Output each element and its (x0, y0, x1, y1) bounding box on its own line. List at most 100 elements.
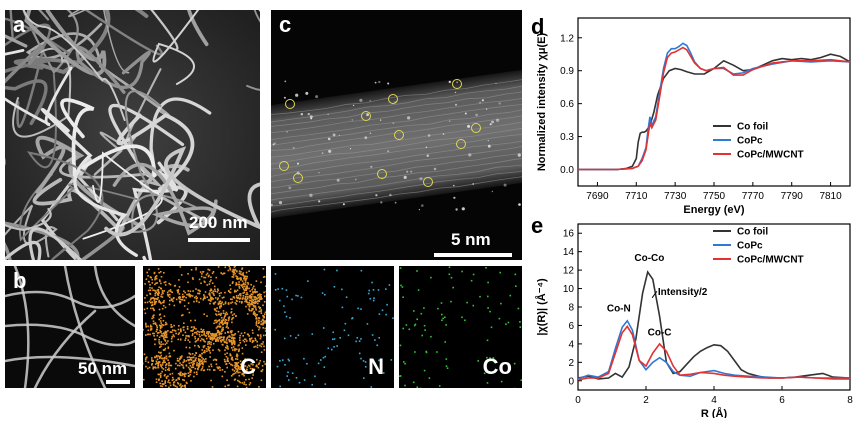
single-atom-spot (369, 99, 371, 102)
eds-dot (147, 367, 149, 370)
eds-dot (155, 378, 158, 381)
eds-dot (324, 293, 326, 296)
eds-dot (144, 283, 146, 285)
eds-dot (239, 297, 242, 299)
eds-dot (505, 323, 507, 325)
eds-dot (255, 301, 258, 304)
eds-dot (178, 279, 180, 281)
eds-dot (255, 339, 257, 341)
eds-dot (262, 321, 265, 324)
eds-dot (487, 307, 489, 309)
single-atom-spot (342, 203, 345, 206)
eds-dot (167, 375, 169, 377)
eds-dot (188, 375, 190, 377)
eds-dot (235, 315, 237, 317)
eds-dot (148, 366, 151, 369)
single-atom-spot (487, 144, 491, 148)
eds-dot (183, 379, 185, 382)
eds-dot (158, 336, 161, 339)
eds-dot (252, 305, 255, 307)
eds-dot (182, 378, 184, 381)
sem-fiber (22, 10, 126, 122)
legend-label: CoPc/MWCNT (737, 150, 804, 161)
eds-dot (255, 309, 257, 311)
eds-dot (154, 290, 157, 292)
eds-dot (183, 322, 185, 324)
eds-dot (188, 341, 191, 343)
eds-dot (208, 335, 210, 338)
eds-dot (245, 338, 247, 341)
eds-dot (251, 329, 254, 332)
tube-lattice-line (271, 154, 522, 198)
single-atom-spot (406, 170, 409, 173)
eds-dot (217, 288, 219, 290)
eds-dot (228, 335, 231, 337)
eds-dot (228, 318, 230, 320)
eds-dot (165, 366, 167, 369)
single-atom-spot (495, 82, 497, 84)
haadf-fiber (5, 290, 135, 309)
eds-dot (200, 331, 202, 333)
eds-dot (385, 288, 387, 290)
eds-dot (470, 279, 473, 282)
eds-dot (183, 384, 186, 387)
eds-dot (224, 291, 226, 294)
legend-label: Co foil (737, 227, 768, 238)
eds-dot (450, 276, 453, 279)
eds-dot (146, 301, 149, 304)
eds-dot (230, 311, 233, 313)
eds-dot (207, 346, 209, 348)
single-atom-spot (453, 184, 455, 187)
legend-label: CoPc (737, 241, 763, 252)
eds-dot (231, 314, 234, 316)
eds-dot (154, 301, 157, 303)
eds-dot (172, 383, 175, 386)
panel-label-d: d (531, 14, 545, 39)
eds-dot (213, 336, 215, 338)
eds-dot (158, 318, 160, 321)
eds-dot (224, 319, 227, 321)
eds-dot (197, 337, 200, 340)
eds-dot (360, 269, 363, 272)
eds-dot (175, 332, 177, 335)
eds-dot (196, 362, 198, 364)
x-tick-label: 6 (779, 395, 785, 406)
eds-dot (245, 383, 247, 386)
eds-dot (243, 340, 246, 343)
eds-dot (243, 275, 246, 277)
eds-dot (173, 384, 175, 387)
eds-dot (155, 360, 158, 363)
eds-dot (221, 328, 223, 330)
eds-dot (249, 338, 251, 341)
eds-dot (148, 300, 151, 303)
eds-dot (251, 377, 253, 379)
sem-fiber (112, 162, 218, 236)
eds-dot (164, 373, 166, 376)
single-atom-spot (297, 162, 299, 165)
eds-dot (152, 307, 155, 310)
eds-dot (332, 338, 334, 341)
eds-dot (236, 277, 238, 280)
eds-dot (203, 361, 205, 363)
eds-dot (250, 363, 253, 365)
tube-lattice-line (271, 146, 522, 192)
eds-dot (158, 308, 161, 311)
eds-dot (198, 355, 200, 358)
eds-dot (228, 362, 231, 364)
eds-dot (263, 301, 266, 303)
eds-dot (351, 317, 354, 319)
eds-dot (195, 328, 197, 330)
eds-dot (173, 304, 176, 307)
eds-dot (244, 281, 247, 283)
eds-dot (215, 321, 217, 324)
single-atom-marker (388, 94, 398, 104)
eds-dot (193, 326, 195, 328)
eds-dot (224, 266, 227, 269)
single-atom-spot (491, 190, 494, 193)
eds-dot (160, 287, 162, 289)
eds-dot (195, 268, 197, 271)
y-tick-label: 4 (568, 339, 574, 350)
eds-dot (254, 296, 257, 298)
single-atom-spot (284, 80, 287, 83)
